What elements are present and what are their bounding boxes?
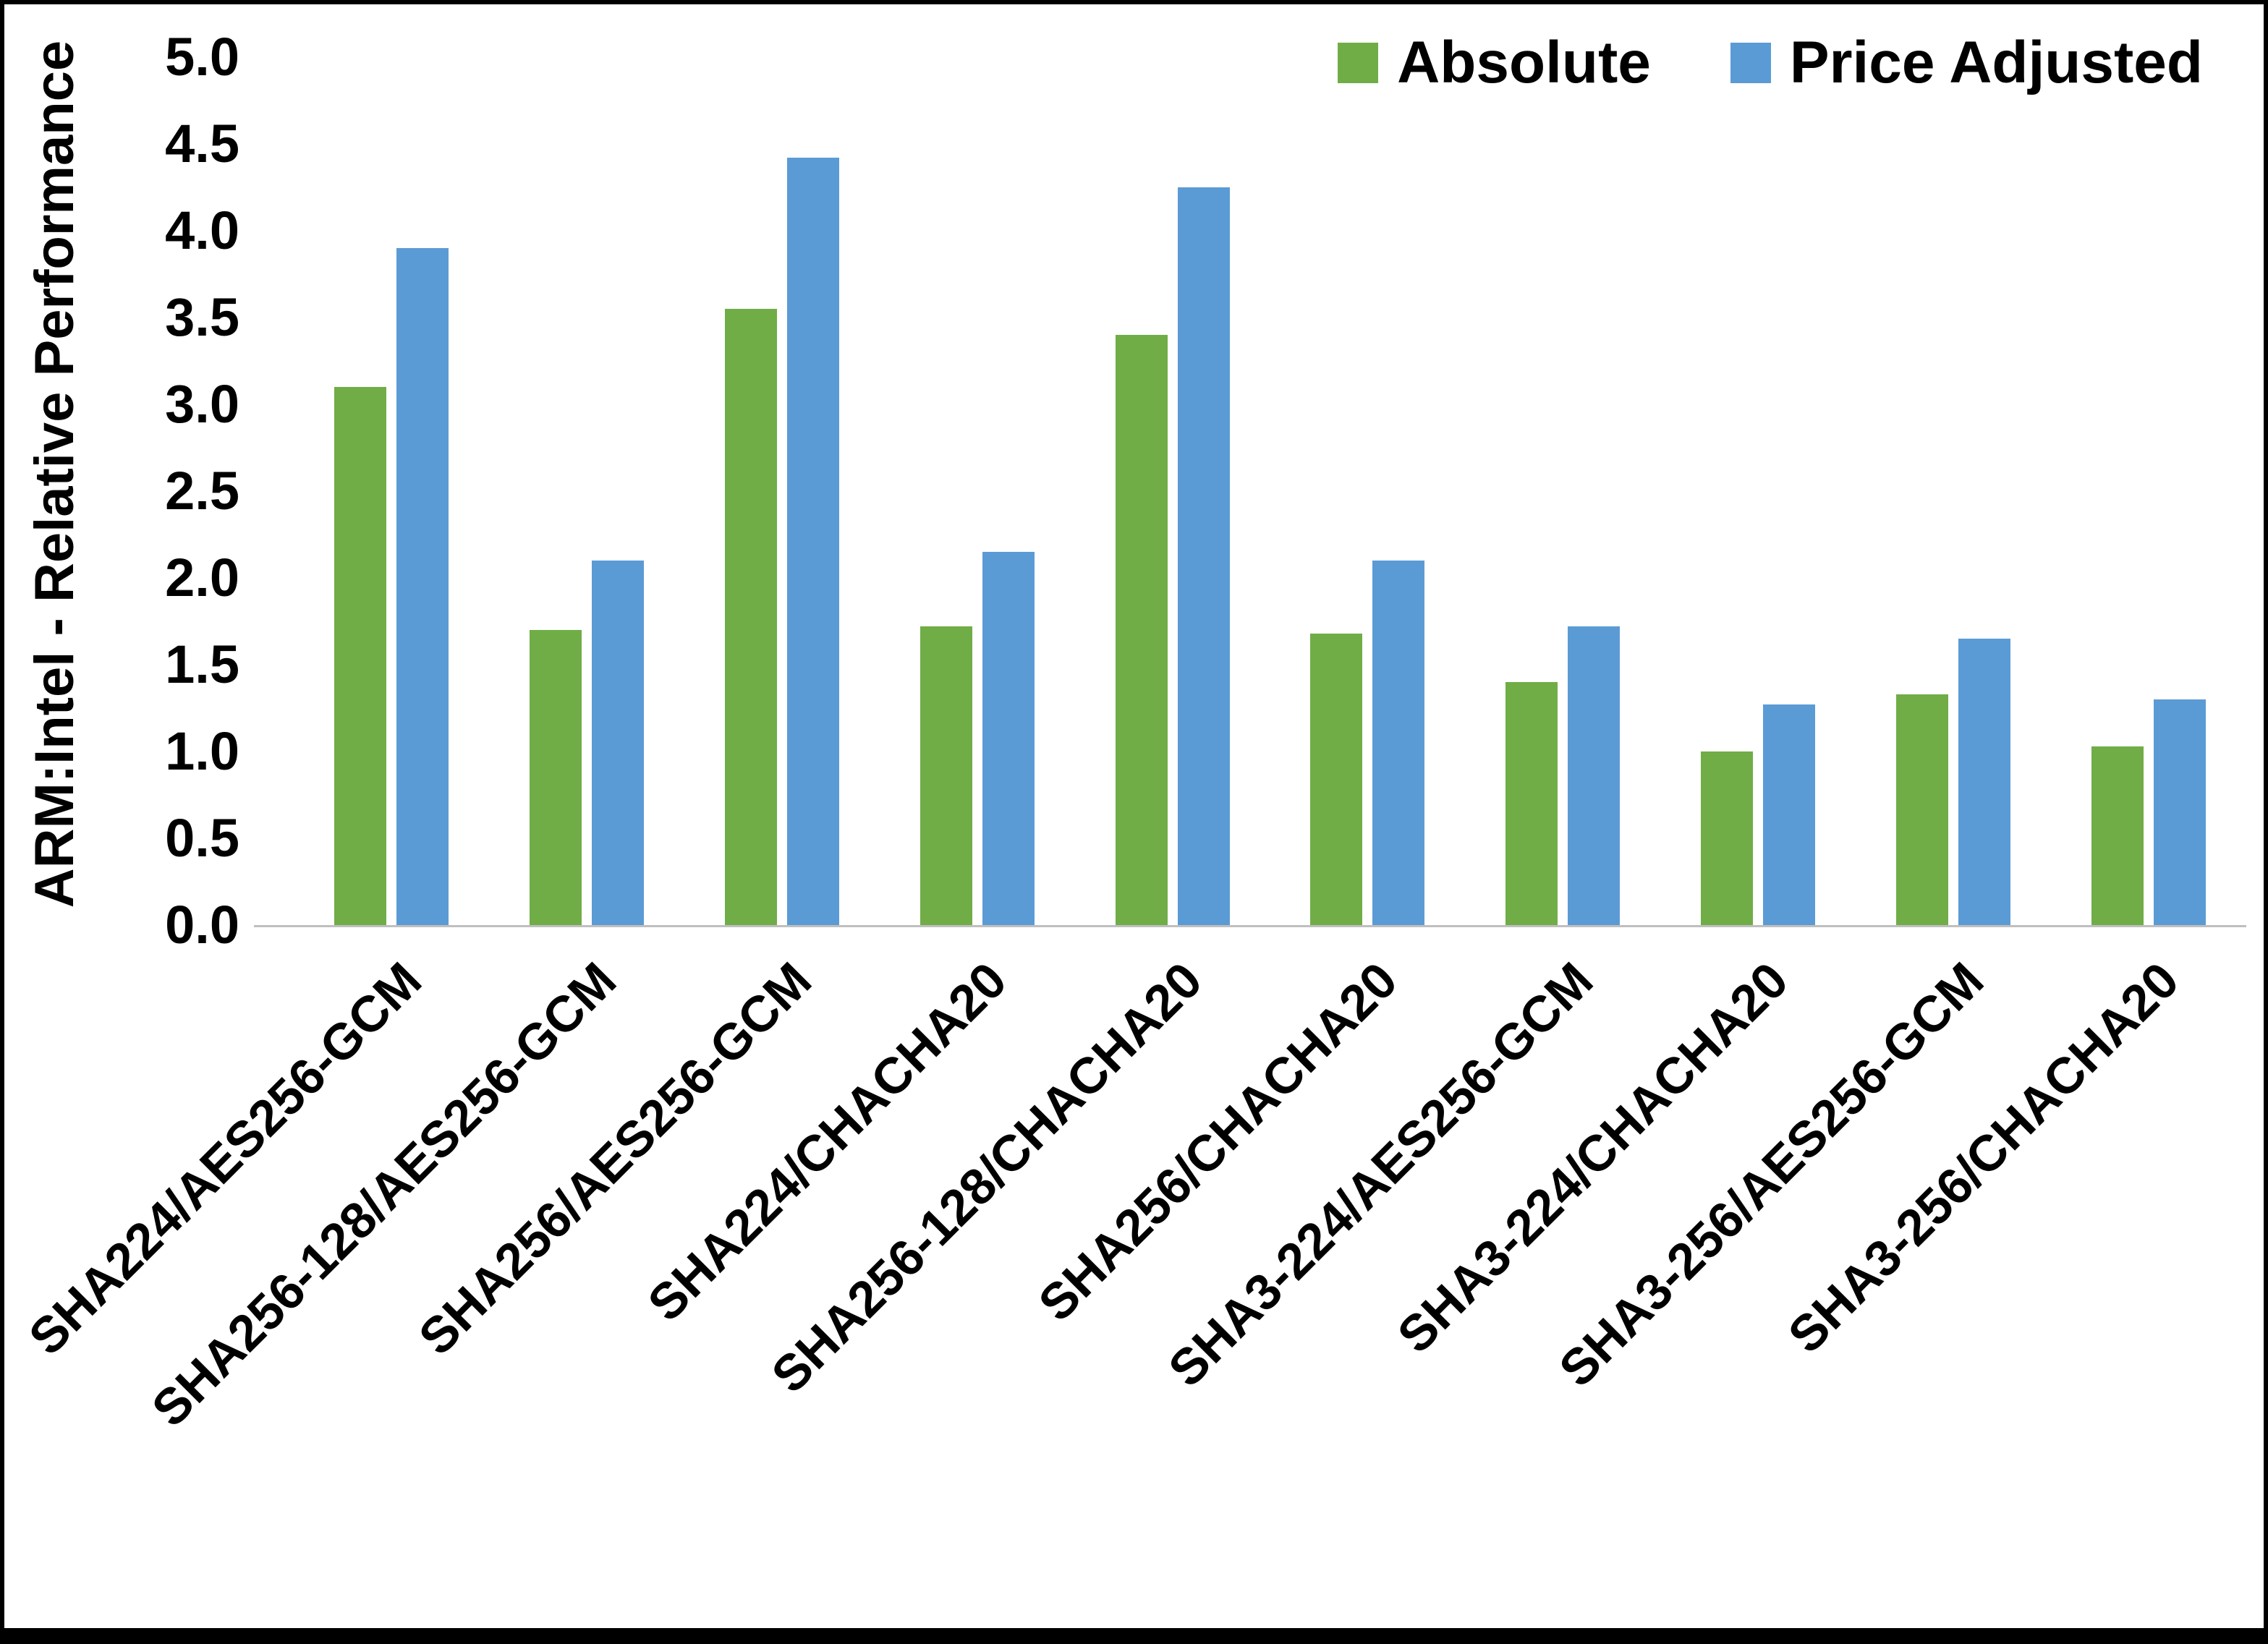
bar-absolute	[334, 387, 386, 925]
bar-price-adjusted	[1958, 639, 2011, 925]
plot-area: Absolute Price Adjusted	[254, 14, 2246, 933]
y-axis-title-container: ARM:Intel - Relative Performance	[12, 14, 98, 933]
bar-absolute	[529, 630, 582, 925]
price-adjusted-series-swatch	[1730, 43, 1771, 83]
bar-price-adjusted	[591, 561, 644, 925]
y-tick-label: 2.5	[165, 461, 239, 521]
bar-price-adjusted	[1763, 704, 1816, 925]
y-tick-label: 1.0	[165, 721, 239, 781]
y-axis-tick-labels: 5.0 4.5 4.0 3.5 3.0 2.5 2.0 1.5 1.0 0.5 0.0	[98, 14, 265, 954]
legend-label-price-adjusted: Price Adjusted	[1789, 30, 2203, 95]
bar-price-adjusted	[982, 552, 1035, 925]
bar-group	[1075, 57, 1270, 925]
bar-group	[294, 57, 489, 925]
bar-group	[880, 57, 1075, 925]
x-label-cell: SHA3-256/CHACHA20	[1777, 933, 2246, 1454]
bar-group	[1856, 57, 2051, 925]
bar-price-adjusted	[786, 158, 839, 925]
bar-absolute	[724, 309, 777, 925]
legend-item-price-adjusted: Price Adjusted	[1730, 29, 2203, 97]
bar-group	[1270, 57, 1466, 925]
y-tick-label: 4.0	[165, 200, 239, 260]
bar-price-adjusted	[1372, 561, 1425, 925]
y-tick-label: 1.5	[165, 634, 239, 694]
legend-item-absolute: Absolute	[1338, 29, 1651, 97]
y-tick-label: 2.0	[165, 548, 239, 608]
bar-price-adjusted	[1177, 187, 1230, 925]
y-axis-title: ARM:Intel - Relative Performance	[24, 40, 86, 908]
bar-group	[1660, 57, 1856, 925]
bar-group	[489, 57, 684, 925]
y-tick-label: 3.0	[165, 374, 239, 434]
bar-group	[2051, 57, 2246, 925]
x-axis-category-labels: SHA224/AES256-GCM SHA256-128/AES256-GCM SH…	[17, 933, 2246, 1454]
absolute-series-swatch	[1338, 43, 1379, 83]
y-tick-label: 3.5	[165, 287, 239, 347]
bars-area	[294, 57, 2246, 925]
bar-chart: ARM:Intel - Relative Performance 5.0 4.5 4…	[12, 14, 2246, 1454]
y-tick-label: 4.5	[165, 114, 239, 174]
bar-absolute	[1505, 682, 1558, 925]
bar-price-adjusted	[2154, 699, 2207, 925]
x-axis-line	[254, 925, 2246, 927]
bar-absolute	[2091, 746, 2144, 925]
bar-group	[684, 57, 880, 925]
y-tick-label: 0.5	[165, 808, 239, 868]
bar-absolute	[1896, 694, 1949, 925]
bar-group	[1465, 57, 1660, 925]
legend: Absolute Price Adjusted	[1338, 29, 2203, 97]
bar-absolute	[1310, 633, 1363, 925]
y-tick-label: 0.0	[165, 895, 239, 955]
y-tick-label: 5.0	[165, 27, 239, 87]
bar-price-adjusted	[1568, 626, 1621, 925]
bar-absolute	[1115, 335, 1168, 925]
bar-price-adjusted	[396, 248, 449, 925]
x-category-label: SHA224/AES256-GCM	[17, 951, 432, 1366]
legend-label-absolute: Absolute	[1397, 30, 1651, 95]
bar-absolute	[919, 626, 972, 925]
bar-absolute	[1701, 751, 1754, 925]
